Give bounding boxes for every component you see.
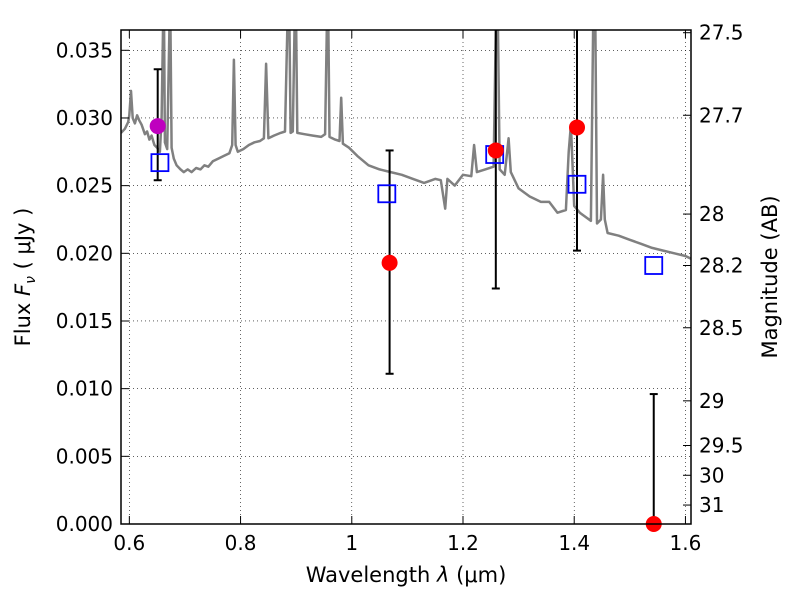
error-bars (153, 30, 658, 524)
plot-background (121, 30, 691, 524)
x-tick-label: 0.6 (113, 531, 145, 555)
x-tick-label: 0.8 (225, 531, 257, 555)
y-tick-label: 0.010 (56, 377, 113, 401)
y2-tick-label: 30 (699, 463, 724, 487)
observed-flux-point (569, 119, 585, 136)
model-photometry-square (150, 153, 170, 173)
x-axis-label: Wavelength λ (μm) (306, 563, 507, 587)
model-spectrum-line (121, 30, 691, 260)
y-tick-label: 0.015 (56, 309, 113, 333)
y-tick-label: 0.035 (56, 38, 113, 62)
plot-frame (120, 29, 692, 525)
x-tick-label: 1.2 (447, 531, 479, 555)
observed-flux-point (381, 254, 398, 271)
x-tick-label: 1.6 (670, 531, 702, 555)
y-tick-label: 0.025 (56, 174, 113, 198)
model-photometry-square (567, 174, 587, 194)
y2-tick-label: 28.5 (699, 316, 744, 340)
y-tick-label: 0.030 (56, 106, 113, 130)
y-tick-label: 0.000 (56, 512, 113, 536)
observed-flux-point (149, 118, 166, 135)
y-axis-label: Flux Fν ( μJy ) (11, 208, 39, 347)
y-tick-label: 0.005 (56, 444, 113, 468)
y2-tick-label: 31 (699, 493, 724, 517)
y2-tick-label: 29 (699, 389, 724, 413)
secondary-y-axis-label: Magnitude (AB) (758, 195, 782, 358)
model-photometry-square (644, 256, 664, 275)
plot-series (121, 30, 691, 260)
model-photometry-square (377, 184, 397, 204)
y2-tick-label: 28 (699, 202, 724, 226)
y2-tick-label: 27.7 (699, 103, 744, 127)
y2-tick-label: 27.5 (699, 21, 744, 45)
y2-tick-label: 28.2 (699, 253, 744, 277)
data-markers (149, 118, 664, 532)
axes: 0.6 0.8 1 1.2 1.4 1.6 0.000 0.005 0.010 0.015 0.02… (56, 21, 744, 555)
x-tick-label: 1.4 (558, 531, 590, 555)
observed-flux-point (487, 142, 504, 159)
y2-tick-label: 29.5 (699, 434, 744, 458)
y-tick-label: 0.020 (56, 241, 113, 265)
x-tick-label: 1 (345, 531, 358, 555)
